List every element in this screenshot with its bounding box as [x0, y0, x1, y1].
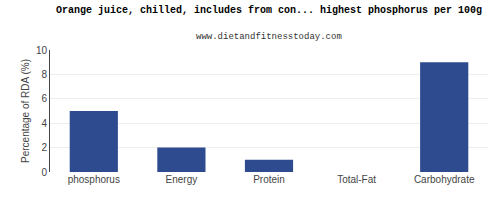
svg-text:Carbohydrate: Carbohydrate [414, 174, 475, 185]
svg-text:Protein: Protein [253, 174, 285, 185]
svg-text:Total-Fat: Total-Fat [337, 174, 376, 185]
svg-text:www.dietandfitnesstoday.com: www.dietandfitnesstoday.com [196, 32, 342, 42]
svg-text:phosphorus: phosphorus [68, 174, 120, 185]
svg-text:8: 8 [41, 69, 47, 80]
svg-text:10: 10 [36, 45, 48, 56]
svg-text:Percentage of RDA (%): Percentage of RDA (%) [20, 59, 31, 163]
svg-text:Orange juice, chilled, include: Orange juice, chilled, includes from con… [56, 5, 482, 16]
svg-text:6: 6 [41, 93, 47, 104]
svg-text:0: 0 [41, 167, 47, 178]
svg-text:2: 2 [41, 142, 47, 153]
svg-text:Energy: Energy [166, 174, 198, 185]
svg-text:4: 4 [41, 118, 47, 129]
